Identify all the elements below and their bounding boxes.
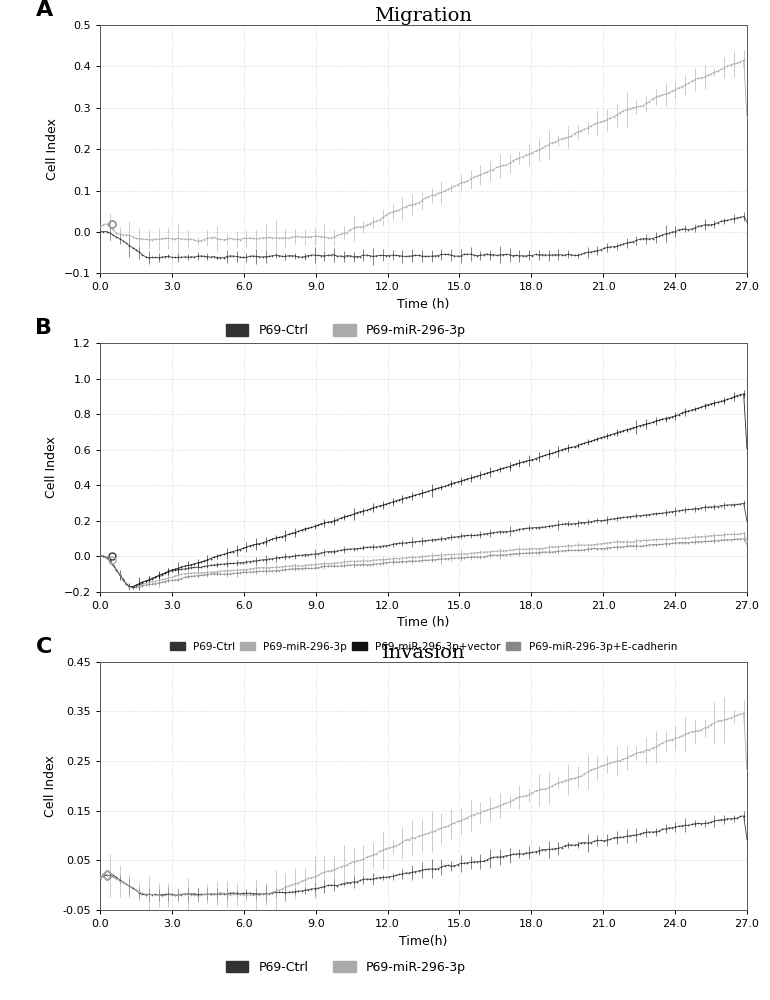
Title: Migration: Migration — [374, 7, 473, 25]
Text: C: C — [35, 637, 52, 657]
Title: Invasion: Invasion — [382, 644, 465, 662]
Y-axis label: Cell Index: Cell Index — [45, 437, 59, 498]
Y-axis label: Cell Index: Cell Index — [44, 755, 57, 817]
X-axis label: Time (h): Time (h) — [397, 616, 450, 629]
Text: B: B — [35, 318, 52, 338]
X-axis label: Time (h): Time (h) — [397, 298, 450, 311]
Legend: P69-Ctrl, P69-miR-296-3p: P69-Ctrl, P69-miR-296-3p — [226, 961, 466, 974]
Legend: P69-Ctrl, P69-miR-296-3p, P69-miR-296-3p+vector, P69-miR-296-3p+E-cadherin: P69-Ctrl, P69-miR-296-3p, P69-miR-296-3p… — [170, 642, 677, 652]
X-axis label: Time(h): Time(h) — [400, 935, 447, 948]
Legend: P69-Ctrl, P69-miR-296-3p: P69-Ctrl, P69-miR-296-3p — [226, 324, 466, 337]
Text: A: A — [35, 0, 52, 20]
Y-axis label: Cell Index: Cell Index — [45, 118, 59, 180]
